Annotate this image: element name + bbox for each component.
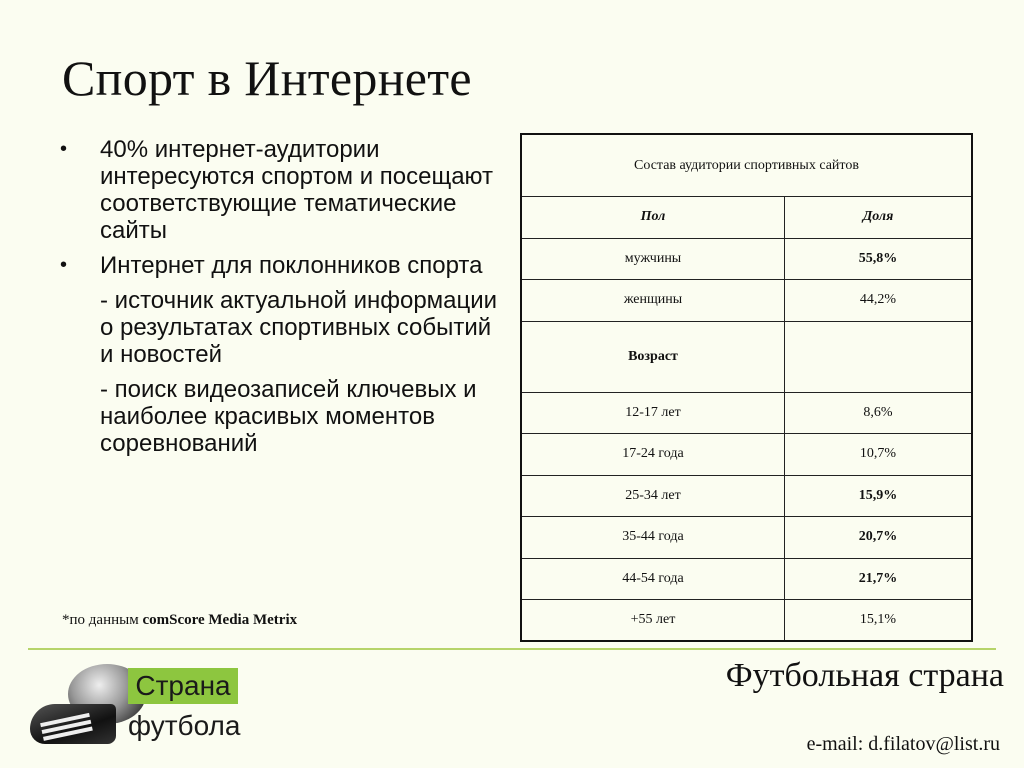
table-row: 12-17 лет 8,6% (520, 391, 973, 434)
table-caption-row: Состав аудитории спортивных сайтов (520, 133, 973, 197)
table-caption: Состав аудитории спортивных сайтов (520, 133, 973, 197)
row-value: 55,8% (784, 237, 973, 280)
strana-futbola-logo: Страна футбола (28, 660, 242, 760)
row-value: 15,9% (784, 474, 973, 517)
table-row: 44-54 года 21,7% (520, 557, 973, 600)
source-name: comScore Media Metrix (142, 612, 298, 628)
bullet-list: • 40% интернет-аудитории интересуются сп… (60, 136, 500, 465)
row-value: 8,6% (784, 391, 973, 434)
bullet-item: • Интернет для поклонников спорта (60, 252, 500, 279)
row-value: 21,7% (784, 557, 973, 600)
table-row: +55 лет 15,1% (520, 599, 973, 642)
row-label: 44-54 года (520, 557, 785, 600)
table-row: женщины 44,2% (520, 279, 973, 322)
row-label: 35-44 года (520, 516, 785, 559)
table-row: 25-34 лет 15,9% (520, 474, 973, 517)
table-row: 35-44 года 20,7% (520, 516, 973, 559)
row-label: +55 лет (520, 599, 785, 642)
row-label: 25-34 лет (520, 474, 785, 517)
header-gender: Пол (520, 196, 785, 239)
bullet-text: Интернет для поклонников спорта (100, 252, 483, 279)
logo-word-futbola: футбола (128, 710, 241, 741)
footer-divider (28, 648, 996, 650)
brand-name: Футбольная страна (725, 657, 1004, 694)
source-note: *по данным comScore Media Metrix (62, 612, 297, 629)
row-label: 12-17 лет (520, 391, 785, 434)
row-label: мужчины (520, 237, 785, 280)
bullet-icon: • (60, 254, 68, 276)
sub-point: - источник актуальной информации о резул… (100, 287, 498, 368)
row-value: 20,7% (784, 516, 973, 559)
audience-table: Состав аудитории спортивных сайтов Пол Д… (520, 133, 973, 642)
age-label: Возраст (520, 320, 785, 393)
table-row: 17-24 года 10,7% (520, 433, 973, 476)
row-value: 10,7% (784, 433, 973, 476)
header-share: Доля (784, 196, 973, 239)
age-empty-cell (784, 320, 973, 393)
slide-title: Спорт в Интернете (62, 50, 472, 106)
row-value: 15,1% (784, 599, 973, 642)
table-header-row: Пол Доля (520, 196, 973, 239)
age-section-row: Возраст (520, 320, 973, 393)
logo-word-strana: Страна (128, 668, 238, 704)
row-label: 17-24 года (520, 433, 785, 476)
contact-email[interactable]: e-mail: d.filatov@list.ru (806, 733, 1000, 755)
source-prefix: *по данным (62, 612, 143, 628)
bullet-icon: • (60, 138, 68, 160)
sub-point: - поиск видеозаписей ключевых и наиболее… (100, 376, 477, 457)
football-boot-icon (30, 704, 116, 744)
table-row: мужчины 55,8% (520, 237, 973, 280)
row-label: женщины (520, 279, 785, 322)
bullet-item: • 40% интернет-аудитории интересуются сп… (60, 136, 500, 244)
bullet-text: 40% интернет-аудитории интересуются спор… (100, 136, 494, 244)
row-value: 44,2% (784, 279, 973, 322)
